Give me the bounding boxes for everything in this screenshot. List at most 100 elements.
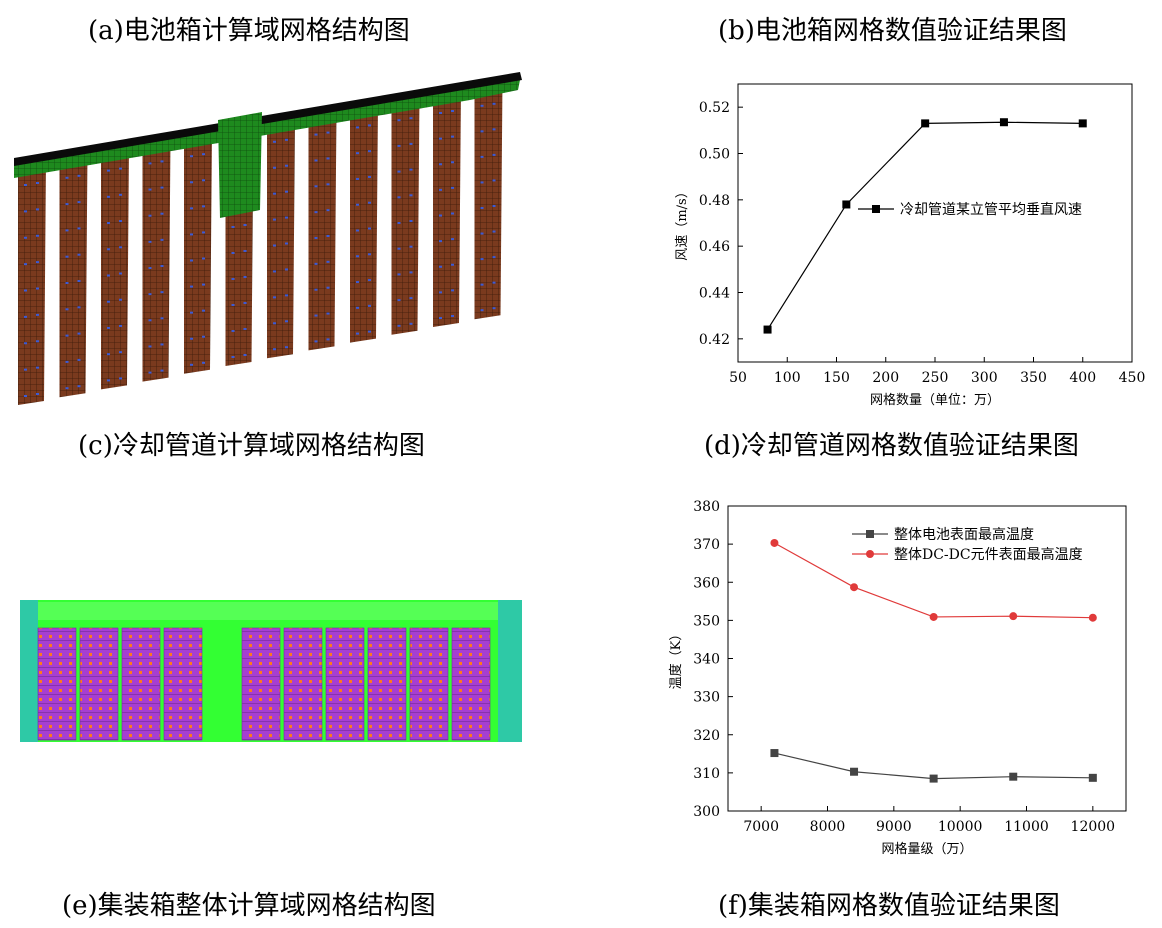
y-tick-label: 350: [693, 613, 720, 629]
pipe-node: [77, 306, 81, 309]
pipe-node: [119, 351, 122, 354]
pipe-node: [148, 293, 152, 296]
data-point: [1078, 119, 1087, 128]
pipe-node: [36, 261, 39, 264]
data-point: [770, 749, 779, 758]
pipe-node: [273, 192, 276, 195]
pipe-node: [492, 128, 496, 131]
legend-marker: [866, 550, 874, 558]
pipe-node: [285, 294, 288, 297]
battery-rack: [367, 627, 407, 741]
pipe-node: [356, 255, 359, 258]
pipe-node: [409, 245, 413, 248]
pipe-node: [36, 366, 39, 369]
pipe-node: [36, 313, 39, 316]
battery-rack: [283, 627, 323, 741]
pipe-node: [451, 212, 454, 215]
pipe-node: [409, 297, 413, 300]
pipe-node: [107, 195, 110, 198]
pipe-node: [326, 260, 330, 263]
y-tick-label: 0.42: [699, 332, 730, 348]
pipe-node: [119, 193, 122, 196]
x-axis-label: 网格量级（万）: [881, 841, 972, 857]
pipe-node: [107, 169, 110, 172]
pipe-node: [492, 230, 496, 233]
pipe-node: [202, 179, 205, 182]
pipe-node: [356, 152, 359, 155]
pipe-node: [77, 358, 81, 361]
pipe-node: [314, 211, 318, 214]
legend-marker: [866, 530, 874, 538]
y-tick-label: 320: [693, 728, 720, 744]
pipe-node: [148, 319, 152, 322]
data-point: [929, 774, 938, 783]
duct-center-branch: [218, 112, 262, 218]
pipe-node: [231, 330, 235, 332]
data-point: [1088, 773, 1097, 782]
pipe-node: [368, 253, 371, 256]
pipe-node: [368, 304, 371, 307]
pipe-node: [107, 326, 110, 329]
data-point: [999, 118, 1008, 127]
pipe-node: [77, 174, 81, 177]
pipe-node: [368, 330, 371, 333]
x-tick-label: 11000: [1004, 819, 1049, 835]
data-point: [842, 200, 851, 209]
pipe-node: [368, 279, 371, 282]
pipe-node: [107, 300, 110, 303]
pipe-node: [285, 190, 288, 193]
pipe-node: [36, 287, 39, 290]
pipe: [18, 159, 46, 405]
pipe: [308, 108, 337, 351]
pipe-node: [243, 354, 247, 356]
pipe-node: [314, 237, 318, 239]
pipe-node: [243, 302, 247, 304]
battery-rack: [163, 627, 203, 741]
y-axis-label: 风速（m/s）: [675, 185, 690, 260]
container-top-duct: [38, 602, 498, 620]
pipe-node: [273, 166, 276, 169]
pipe-node: [36, 393, 39, 395]
pipe-node: [202, 231, 205, 234]
pipe: [184, 130, 212, 374]
pipe-node: [356, 177, 359, 180]
pipe-node: [326, 235, 330, 237]
pipe-node: [356, 229, 359, 232]
x-tick-label: 400: [1069, 370, 1096, 386]
series-line: [767, 121, 1083, 330]
caption-f: (f)集装箱网格数值验证结果图: [718, 891, 1060, 921]
pipe-node: [65, 255, 69, 258]
caption-c: (c)冷却管道计算域网格结构图: [78, 431, 425, 461]
caption-b: (b)电池箱网格数值验证结果图: [718, 16, 1067, 46]
pipe-node: [190, 363, 193, 366]
pipe-node: [160, 160, 164, 163]
pipe-node: [451, 289, 454, 292]
pipe-node: [202, 257, 205, 260]
legend-label: 整体DC-DC元件表面最高温度: [894, 546, 1083, 563]
pipe-node: [314, 340, 318, 343]
pipe-node: [439, 188, 442, 191]
pipe-node: [480, 232, 484, 235]
pipe-node: [314, 185, 318, 188]
pipe-node: [439, 137, 442, 140]
pipe: [142, 137, 171, 382]
pipe-node: [107, 379, 110, 382]
x-tick-label: 12000: [1071, 819, 1116, 835]
pipe-node: [24, 210, 27, 213]
x-tick-label: 150: [823, 370, 850, 386]
pipe-node: [190, 207, 193, 210]
pipe-node: [492, 281, 496, 284]
pipe-node: [409, 220, 413, 222]
pipe-node: [273, 140, 276, 143]
pipe-node: [368, 227, 371, 230]
pipe-node: [326, 209, 330, 212]
pipe-node: [119, 246, 122, 249]
battery-racks: [37, 627, 491, 741]
plot-frame: [737, 83, 1133, 363]
pipe-node: [77, 201, 81, 204]
pipe: [433, 87, 461, 327]
pipe-node: [439, 112, 442, 114]
pipe-node: [273, 218, 276, 221]
x-tick-label: 450: [1119, 370, 1146, 386]
pipe-node: [231, 226, 235, 228]
